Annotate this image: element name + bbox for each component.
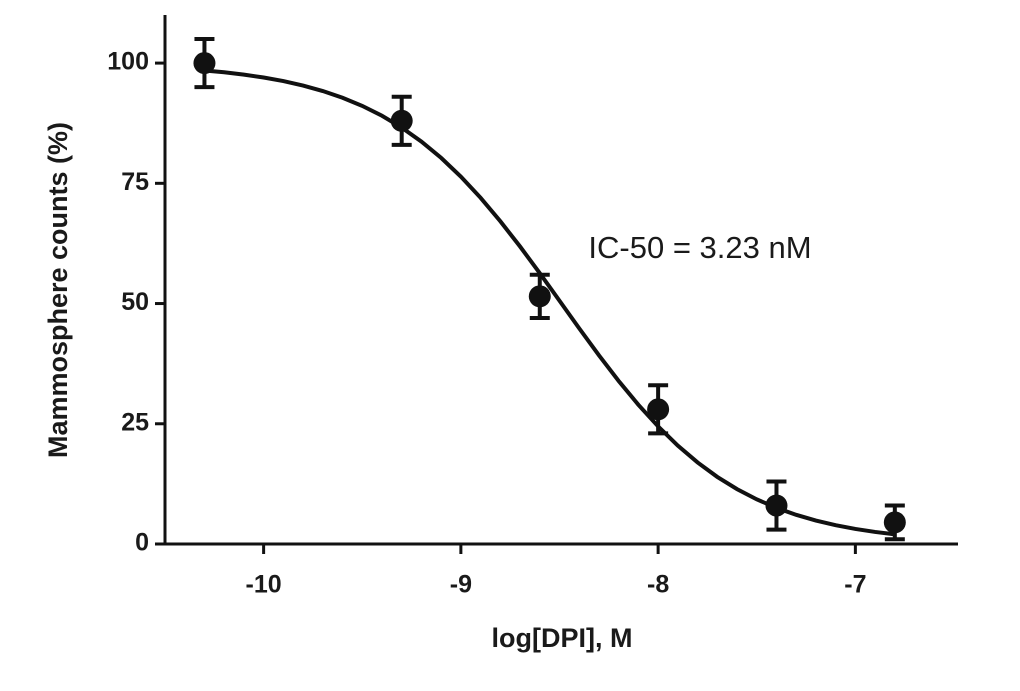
y-tick-label: 100	[107, 48, 149, 76]
data-point	[765, 494, 788, 517]
y-tick-label: 0	[135, 529, 149, 557]
annotation: IC-50 = 3.23 nM	[588, 230, 811, 265]
data-point	[528, 285, 551, 308]
x-tick-label: -7	[844, 571, 866, 599]
data-point	[647, 398, 670, 421]
y-axis-label: Mammosphere counts (%)	[43, 122, 73, 458]
data-point	[883, 511, 906, 534]
fit-curve	[204, 68, 896, 537]
x-axis-label: log[DPI], M	[492, 623, 633, 653]
data-point	[390, 109, 413, 132]
x-tick-label: -10	[246, 571, 282, 599]
x-tick-label: -9	[450, 571, 472, 599]
x-tick-label: -8	[647, 571, 669, 599]
y-tick-label: 25	[121, 408, 149, 436]
y-tick-label: 50	[121, 288, 149, 316]
data-point	[193, 52, 216, 75]
y-tick-label: 75	[121, 168, 149, 196]
